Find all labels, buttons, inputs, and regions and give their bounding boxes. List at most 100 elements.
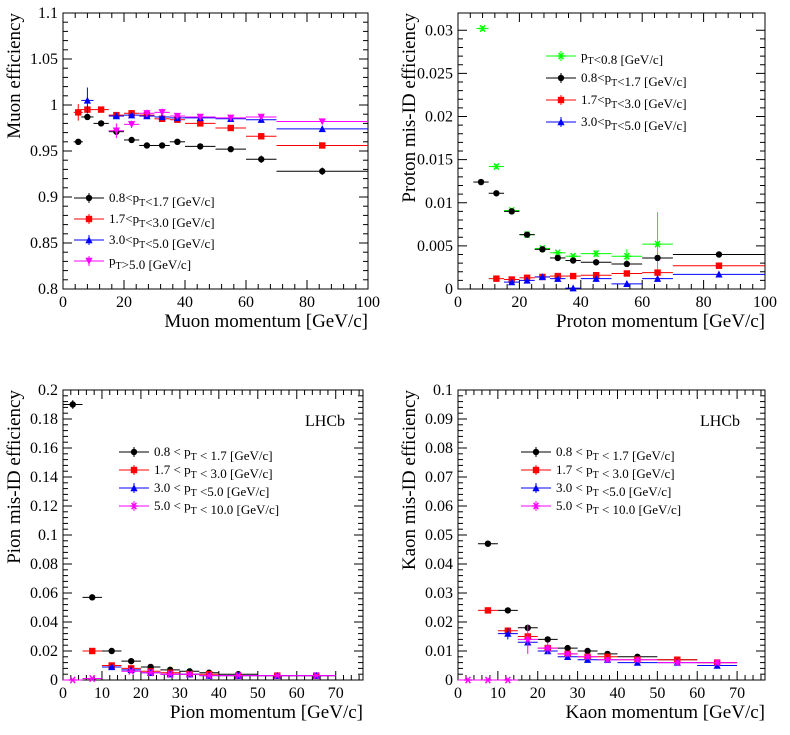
legend-entry: 5.0 < pT < 10.0 [GeV/c] (119, 498, 279, 517)
legend-entry: 3.0<pT<5.0 [GeV/c] (74, 232, 215, 251)
legend-label: 1.7<pT<3.0 [GeV/c] (581, 92, 687, 111)
y-axis-title: Proton mis-ID efficiency (399, 13, 420, 203)
data-point (544, 636, 551, 643)
series-0 (73, 113, 368, 175)
legend-entry: 0.8 < pT < 1.7 [GeV/c] (119, 444, 273, 463)
data-point (127, 667, 136, 675)
legend-marker (532, 502, 540, 510)
data-point (197, 120, 204, 127)
data-point (623, 280, 631, 288)
y-tick-label: 0.02 (30, 643, 58, 660)
y-tick-label: 0.1 (433, 382, 453, 399)
legend-label: pT<0.8 [GeV/c] (581, 48, 663, 67)
data-point (69, 401, 76, 408)
legend-marker (130, 502, 138, 510)
data-point (89, 647, 96, 655)
legend-label: 5.0 < pT < 10.0 [GeV/c] (154, 498, 279, 517)
y-tick-label: 0.01 (425, 195, 453, 212)
x-tick-label: 40 (609, 685, 625, 702)
legend-label: 1.7 < pT < 3.0 [GeV/c] (154, 462, 273, 481)
plot-frame (457, 389, 766, 681)
x-tick-label: 0 (59, 294, 67, 311)
data-point (715, 262, 723, 269)
data-point (173, 112, 181, 120)
data-point (75, 109, 82, 116)
data-point (318, 125, 326, 133)
data-point (112, 127, 120, 135)
x-tick-label: 0 (454, 685, 462, 702)
legend-marker (85, 215, 93, 223)
data-point (227, 124, 234, 132)
data-point (197, 143, 204, 150)
y-tick-label: 0.005 (417, 238, 453, 255)
y-tick-label: 0.06 (30, 585, 58, 602)
data-point (174, 138, 181, 145)
pion-misid-panel: 0 0.02 0.04 0.06 0.08 0.1 0.12 0.14 0.16 0.18 0.2 0… (4, 382, 364, 723)
x-tick-label: 70 (729, 685, 745, 702)
data-point (146, 669, 155, 677)
legend-label: pT>5.0 [GeV/c] (109, 253, 191, 272)
data-point (654, 269, 661, 276)
legend-label: 3.0 < pT <5.0 [GeV/c] (556, 480, 671, 499)
data-point (504, 607, 512, 614)
legend-marker (130, 448, 138, 456)
data-point (185, 670, 194, 678)
y-tick-label: 0.02 (425, 614, 453, 631)
data-point (592, 250, 601, 258)
data-point (503, 676, 512, 684)
data-point (623, 260, 631, 268)
x-tick-label: 0 (454, 294, 462, 311)
legend: 0.8<pT<1.7 [GeV/c] 1.7<pT<3.0 [GeV/c] 3.0<… (74, 190, 215, 272)
data-point (312, 672, 321, 680)
y-tick-label: 0 (50, 672, 58, 689)
data-point (128, 111, 136, 119)
data-point (653, 274, 662, 282)
data-point (633, 656, 642, 664)
data-point (158, 142, 166, 149)
x-tick-label: 70 (328, 685, 344, 702)
y-tick-label: 0.015 (417, 152, 453, 169)
legend-entry: 0.8<pT<1.7 [GeV/c] (74, 190, 215, 209)
x-tick-label: 10 (94, 685, 110, 702)
legend-marker (557, 96, 565, 104)
y-tick-label: 0 (445, 281, 453, 298)
data-point (97, 120, 105, 127)
data-point (508, 208, 515, 215)
data-point (143, 142, 151, 149)
data-point (715, 251, 723, 258)
data-point (523, 635, 532, 644)
x-tick-label: 60 (634, 294, 650, 311)
legend-marker (85, 236, 93, 244)
y-tick-label: 1.1 (38, 5, 58, 22)
legend-label: 3.0<pT<5.0 [GeV/c] (581, 114, 687, 133)
legend-label: 1.7<pT<3.0 [GeV/c] (109, 211, 215, 230)
data-point (127, 657, 135, 665)
y-axis-title: Pion mis-ID efficiency (4, 390, 25, 564)
data-point (653, 240, 662, 248)
legend-entry: pT<0.8 [GeV/c] (546, 48, 663, 67)
data-point (603, 656, 612, 664)
y-tick-label: 0.04 (425, 556, 453, 573)
legend-entry: 1.7<pT<3.0 [GeV/c] (546, 92, 687, 111)
y-tick-label: 0.03 (425, 585, 453, 602)
data-point (258, 156, 265, 163)
data-point (523, 231, 531, 238)
data-point (128, 121, 136, 129)
data-point (128, 136, 135, 144)
data-point (143, 110, 151, 118)
data-point (273, 672, 282, 680)
x-tick-label: 40 (573, 294, 589, 311)
y-axis-title: Kaon mis-ID efficiency (399, 390, 420, 571)
data-point (492, 162, 501, 171)
legend-marker (130, 466, 138, 474)
legend: pT<0.8 [GeV/c] 0.8<pT<1.7 [GeV/c] 1.7<pT<3… (546, 48, 687, 133)
y-tick-label: 0.05 (425, 527, 453, 544)
y-tick-label: 0.02 (425, 109, 453, 126)
y-tick-label: 0.03 (425, 22, 453, 39)
series-1 (473, 178, 765, 268)
x-tick-label: 60 (689, 685, 705, 702)
data-point (227, 114, 235, 122)
series-0 (63, 400, 336, 679)
data-point (554, 274, 562, 282)
